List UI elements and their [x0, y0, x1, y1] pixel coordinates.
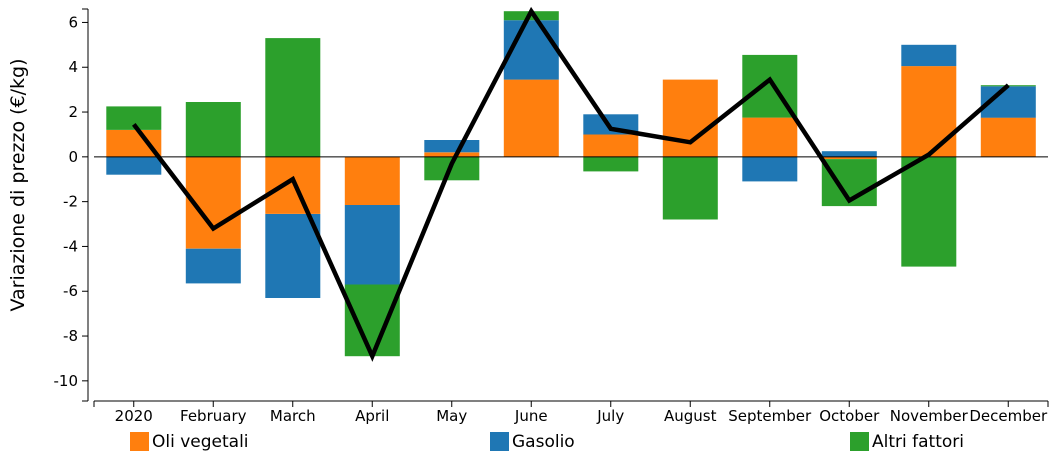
bar-oli-vegetali-november: [901, 66, 957, 157]
bar-altri-fattori-july: [583, 156, 639, 172]
y-tick-label: 0: [68, 148, 78, 166]
x-tick-label-june: June: [514, 407, 548, 425]
bar-oli-vegetali-march: [265, 156, 321, 214]
bar-gasolio-april: [344, 205, 400, 285]
y-tick-label: -6: [63, 282, 78, 300]
legend-item-oli-vegetali: Oli vegetali: [130, 432, 249, 452]
x-tick-label-may: May: [436, 407, 467, 425]
bar-altri-fattori-2020: [106, 106, 162, 130]
x-tick-label-april: April: [355, 407, 389, 425]
bar-oli-vegetali-august: [662, 79, 718, 157]
legend-label-oli-vegetali: Oli vegetali: [152, 432, 249, 452]
x-tick-label-march: March: [270, 407, 316, 425]
bar-gasolio-2020: [106, 156, 162, 175]
y-axis-title: Variazione di prezzo (€/kg): [7, 58, 29, 311]
y-tick-label: -10: [54, 372, 79, 390]
bar-altri-fattori-march: [265, 38, 321, 157]
bar-altri-fattori-november: [901, 156, 957, 267]
y-tick-label: -2: [63, 193, 78, 211]
x-tick-label-september: September: [728, 407, 812, 425]
bar-gasolio-march: [265, 214, 321, 298]
bar-altri-fattori-august: [662, 156, 718, 220]
legend-label-altri-fattori: Altri fattori: [872, 432, 964, 452]
bar-oli-vegetali-2020: [106, 130, 162, 157]
bar-oli-vegetali-may: [424, 152, 480, 157]
axes-layer: 6 4 2 0 -2 -4 -6 -8 -10 Variazione di prezzo (€/k…: [7, 8, 1049, 425]
y-tick-label: -4: [63, 237, 78, 255]
x-tick-label-october: October: [819, 407, 880, 425]
x-tick-label-february: February: [180, 407, 247, 425]
total-variation-line: [132, 6, 1010, 362]
bar-gasolio-february: [185, 248, 241, 284]
bar-oli-vegetali-september: [742, 117, 798, 157]
total-line-layer: [132, 6, 1010, 362]
legend-swatch-oli-vegetali: [130, 432, 149, 451]
x-tick-label-july: July: [596, 407, 624, 425]
bar-oli-vegetali-december: [980, 117, 1036, 157]
x-tick-label-november: November: [890, 407, 969, 425]
bar-altri-fattori-april: [344, 284, 400, 357]
bars-layer: [106, 11, 1036, 357]
bar-oli-vegetali-october: [821, 156, 877, 159]
x-tick-label-2020: 2020: [115, 407, 153, 425]
y-tick-label: -8: [63, 327, 78, 345]
bar-gasolio-november: [901, 44, 957, 67]
legend-item-gasolio: Gasolio: [490, 432, 575, 452]
bar-oli-vegetali-july: [583, 134, 639, 157]
bar-gasolio-may: [424, 140, 480, 153]
bar-altri-fattori-february: [185, 102, 241, 157]
y-tick-label: 4: [68, 58, 78, 76]
legend-swatch-altri-fattori: [850, 432, 869, 451]
legend: Oli vegetali Gasolio Altri fattori: [130, 432, 964, 452]
bar-gasolio-september: [742, 156, 798, 182]
legend-label-gasolio: Gasolio: [512, 432, 575, 452]
x-tick-label-august: August: [664, 407, 717, 425]
y-tick-label: 6: [68, 13, 78, 31]
bar-oli-vegetali-june: [503, 79, 559, 157]
x-tick-label-december: December: [969, 407, 1048, 425]
legend-swatch-gasolio: [490, 432, 509, 451]
legend-item-altri-fattori: Altri fattori: [850, 432, 964, 452]
bar-gasolio-october: [821, 151, 877, 157]
bar-oli-vegetali-april: [344, 156, 400, 205]
y-tick-label: 2: [68, 103, 78, 121]
